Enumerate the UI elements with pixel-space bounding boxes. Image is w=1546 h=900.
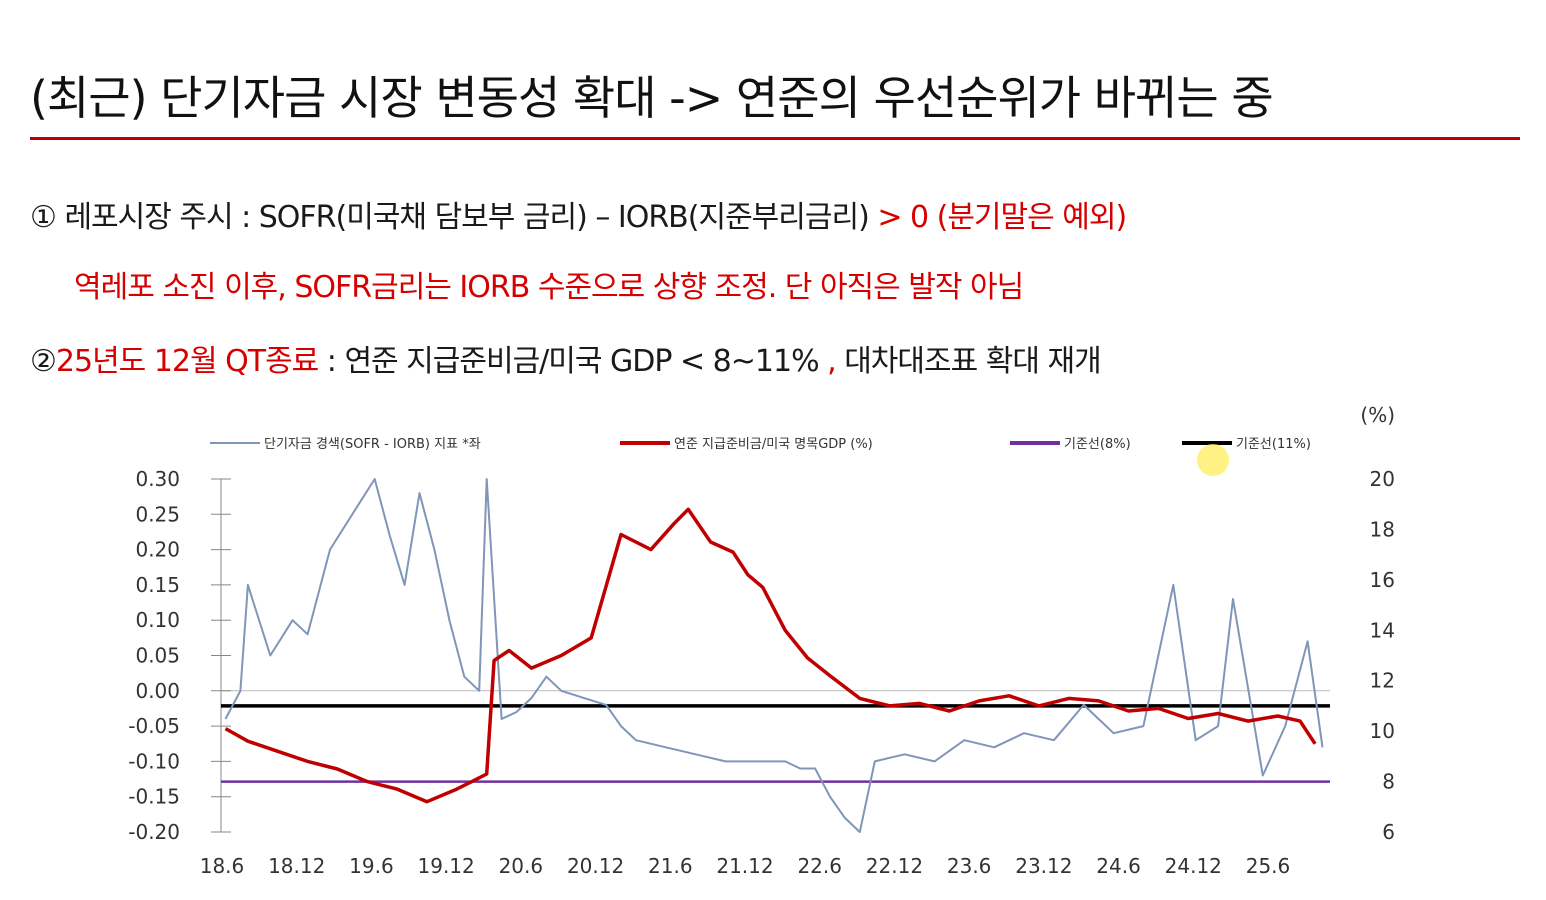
right-tick-label: 18 xyxy=(1370,517,1395,541)
x-tick-label: 22.6 xyxy=(797,854,842,878)
series-line-sofr-iorb xyxy=(224,478,1324,833)
right-tick-label: 12 xyxy=(1370,669,1395,693)
left-tick-label: 0.15 xyxy=(135,573,180,597)
bullet-2-suffix: 대차대조표 확대 재개 xyxy=(835,344,1101,379)
right-tick-label: 20 xyxy=(1370,467,1395,491)
bullet-2: ②25년도 12월 QT종료 : 연준 지급준비금/미국 GDP < 8~11%… xyxy=(30,336,1102,380)
left-tick-label: 0.25 xyxy=(135,502,180,526)
x-tick-label: 25.6 xyxy=(1246,854,1291,878)
x-tick-label: 23.6 xyxy=(947,854,992,878)
chart: 0.30 0.25 0.20 0.15 0.10 0.05 0.00 -0.05 -0.10 -0… xyxy=(100,395,1430,900)
right-tick-label: 16 xyxy=(1370,568,1395,592)
legend-label: 연준 지급준비금/미국 명목GDP (%) xyxy=(674,437,873,452)
x-tick-label: 20.6 xyxy=(499,854,544,878)
legend-label: 기준선(11%) xyxy=(1236,437,1311,452)
bullet-1-marker: ① xyxy=(30,200,57,235)
right-tick-label: 14 xyxy=(1370,618,1395,642)
left-tick-label: -0.20 xyxy=(128,820,180,844)
x-tick-label: 24.6 xyxy=(1096,854,1141,878)
title-underline xyxy=(30,137,1520,140)
bullet-2-marker: ② xyxy=(30,344,57,379)
left-tick-label: -0.15 xyxy=(128,785,180,809)
left-tick-label: 0.05 xyxy=(135,644,180,668)
cursor-highlight xyxy=(1197,444,1229,476)
bullet-1-note: 역레포 소진 이후, SOFR금리는 IORB 수준으로 상향 조정. 단 아직… xyxy=(74,270,1024,305)
x-tick-label: 19.6 xyxy=(349,854,394,878)
x-tick-label: 22.12 xyxy=(866,854,923,878)
bullet-2-text: : 연준 지급준비금/미국 GDP < 8~11% xyxy=(318,344,820,379)
x-tick-label: 21.12 xyxy=(716,854,773,878)
right-tick-label: 6 xyxy=(1382,820,1395,844)
left-tick-label: 0.10 xyxy=(135,608,180,632)
right-axis-unit: (%) xyxy=(1360,403,1395,427)
bullet-1-text: 레포시장 주시 : SOFR(미국채 담보부 금리) – IORB(지준부리금리… xyxy=(64,200,869,235)
x-tick-label: 24.12 xyxy=(1165,854,1222,878)
series-line-reserves-gdp xyxy=(224,507,1317,804)
x-tick-label: 23.12 xyxy=(1015,854,1072,878)
x-tick-label: 21.6 xyxy=(648,854,693,878)
left-tick-label: 0.20 xyxy=(135,538,180,562)
legend-label: 기준선(8%) xyxy=(1064,437,1131,452)
bullet-2-comma: , xyxy=(818,344,837,379)
left-tick-label: -0.10 xyxy=(128,749,180,773)
right-tick-label: 8 xyxy=(1382,770,1395,794)
left-tick-label: 0.00 xyxy=(135,679,180,703)
left-tick-label: 0.30 xyxy=(135,467,180,491)
left-tick-label: -0.05 xyxy=(128,714,180,738)
x-tick-label: 18.6 xyxy=(200,854,245,878)
bullet-1: ① 레포시장 주시 : SOFR(미국채 담보부 금리) – IORB(지준부리… xyxy=(30,192,1127,236)
right-tick-label: 10 xyxy=(1370,719,1395,743)
legend-label: 단기자금 경색(SOFR - IORB) 지표 *좌 xyxy=(264,437,481,452)
bullet-1-highlight: > 0 (분기말은 예외) xyxy=(877,200,1127,235)
slide-title: (최근) 단기자금 시장 변동성 확대 -> 연준의 우선순위가 바뀌는 중 xyxy=(30,71,1274,125)
x-tick-label: 19.12 xyxy=(418,854,475,878)
bullet-2-highlight: 25년도 12월 QT종료 xyxy=(55,344,319,379)
x-tick-label: 18.12 xyxy=(268,854,325,878)
x-tick-label: 20.12 xyxy=(567,854,624,878)
chart-svg: 0.30 0.25 0.20 0.15 0.10 0.05 0.00 -0.05 -0.10 -0… xyxy=(128,403,1395,878)
